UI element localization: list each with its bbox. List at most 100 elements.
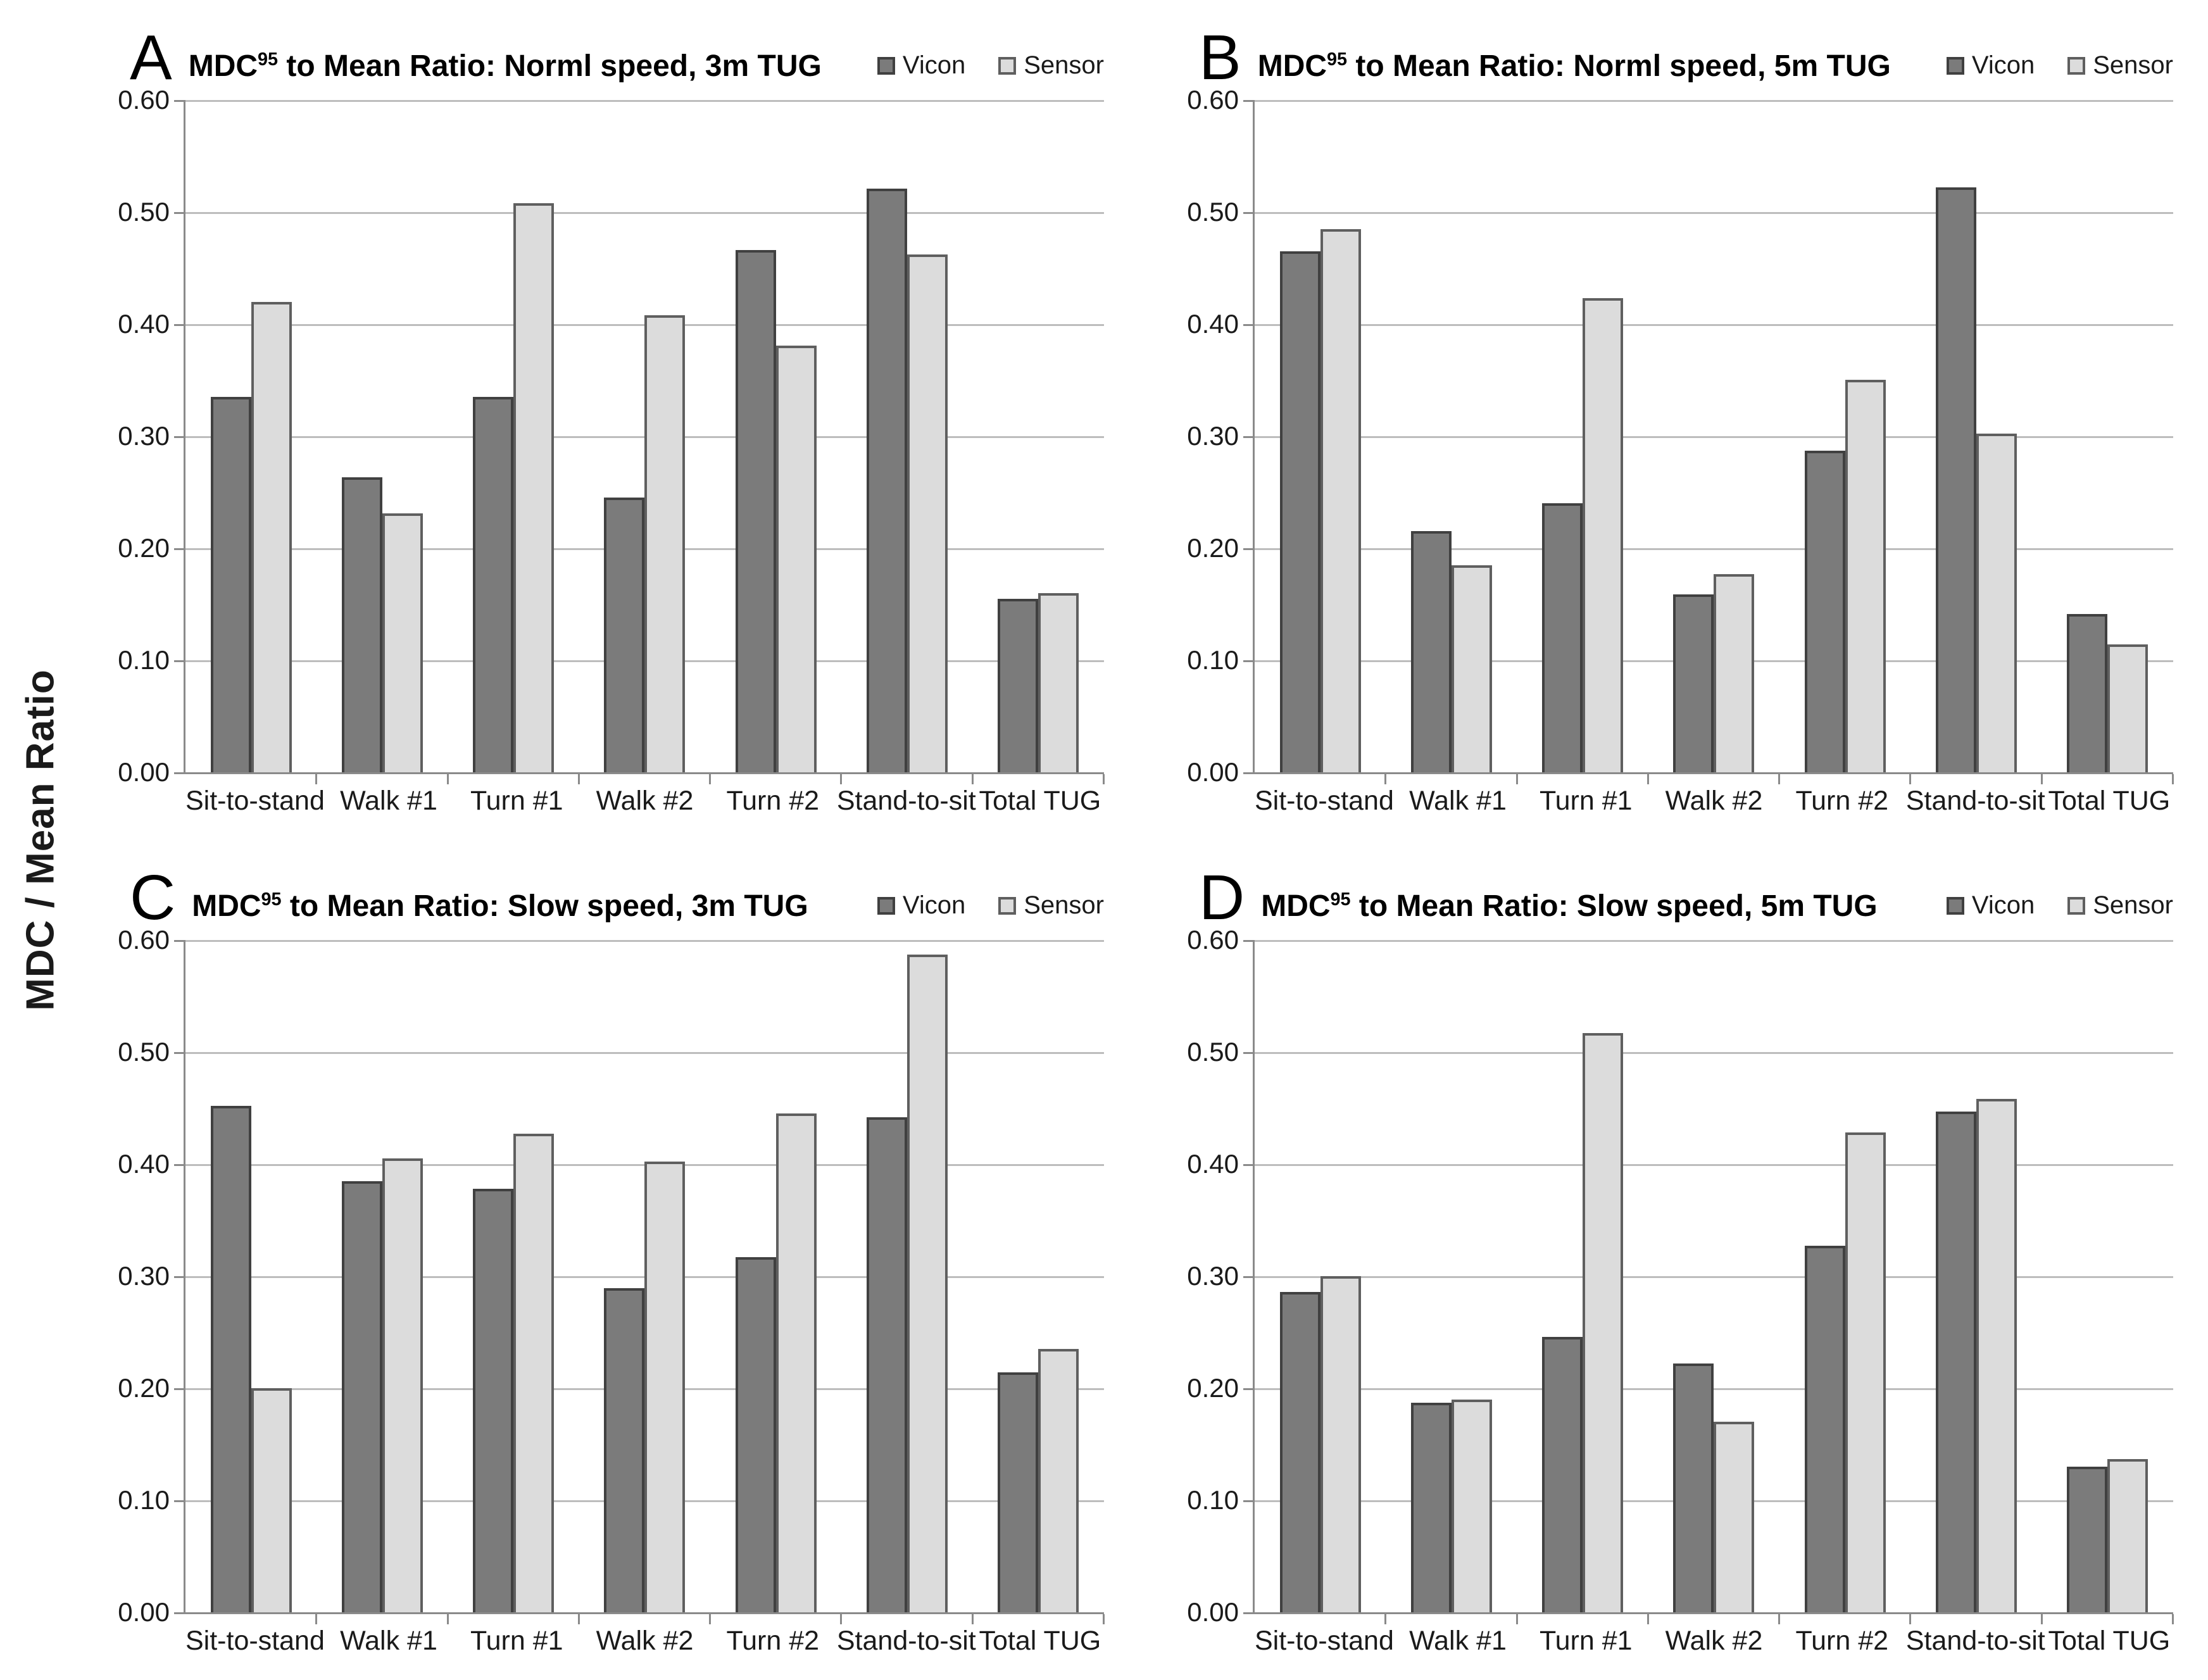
plot: 0.60 0.50 0.40 0.30 0.20 0.10 0.00 Sit-to-stan… xyxy=(89,85,1105,817)
plot-area xyxy=(1243,940,2174,1624)
x-tick-label-walk-2: Walk #2 xyxy=(1665,1626,1763,1656)
plot-body: Sit-to-stand Walk #1 Turn #1 Walk #2 Turn #2… xyxy=(174,940,1105,1657)
bar-sensor-stand-to-sit xyxy=(1976,1099,2017,1612)
category-slot-turn-1 xyxy=(448,100,579,772)
bar-vicon-turn-1 xyxy=(1542,503,1583,772)
x-tick-mark-2 xyxy=(446,774,449,784)
bar-vicon-turn-1 xyxy=(473,397,514,772)
x-tick-label-turn-2: Turn #2 xyxy=(1795,786,1889,816)
legend-item-vicon: Vicon xyxy=(1946,51,2035,80)
y-tick-label-0.40: 0.40 xyxy=(118,309,170,339)
plot: 0.60 0.50 0.40 0.30 0.20 0.10 0.00 Sit-to-stan… xyxy=(1158,925,2174,1657)
y-tick-mark-0.20 xyxy=(1243,1388,1255,1390)
category-slot-walk-2 xyxy=(1648,100,1779,772)
bar-vicon-walk-2 xyxy=(604,498,645,772)
bar-vicon-stand-to-sit xyxy=(867,189,908,772)
bar-sensor-total-tug xyxy=(1038,593,1079,772)
x-tick-label-turn-1: Turn #1 xyxy=(470,1626,563,1656)
x-tick-mark-7 xyxy=(1103,774,1105,784)
gridline-0.20 xyxy=(1255,548,2173,550)
vicon-swatch-icon xyxy=(1946,896,1964,915)
y-tick-mark-0.50 xyxy=(1243,1052,1255,1054)
x-tick-mark-1 xyxy=(315,774,318,784)
x-tick-label-stand-to-sit: Stand-to-sit xyxy=(1905,786,2045,816)
sensor-swatch-icon xyxy=(2067,56,2086,75)
bar-vicon-turn-1 xyxy=(473,1189,514,1612)
panel-header: A MDC95 to Mean Ratio: Norml speed, 3m T… xyxy=(130,9,1104,89)
legend: Vicon Sensor xyxy=(1946,891,2173,924)
title-superscript: 95 xyxy=(1327,49,1348,70)
x-tick-label-turn-2: Turn #2 xyxy=(1795,1626,1889,1656)
x-tick-label-walk-1: Walk #1 xyxy=(1409,1626,1507,1656)
bar-vicon-stand-to-sit xyxy=(867,1117,908,1612)
x-tick-label-turn-2: Turn #2 xyxy=(726,1626,820,1656)
y-tick-mark-0.60 xyxy=(174,940,185,942)
gridline-0.30 xyxy=(1255,436,2173,438)
bar-vicon-sit-to-stand xyxy=(1279,1292,1320,1612)
panel-letter: D xyxy=(1199,862,1245,933)
bar-sensor-walk-1 xyxy=(1451,565,1492,772)
y-tick-mark-0.40 xyxy=(1243,1164,1255,1166)
legend-item-sensor: Sensor xyxy=(998,891,1104,920)
y-tick-label-0.40: 0.40 xyxy=(118,1149,170,1179)
bar-sensor-walk-1 xyxy=(382,513,423,772)
y-tick-mark-0.40 xyxy=(174,1164,185,1166)
gridline-0.60 xyxy=(185,100,1104,102)
panel-letter: C xyxy=(130,862,176,933)
bar-sensor-walk-1 xyxy=(382,1158,423,1612)
category-slot-turn-1 xyxy=(1517,100,1648,772)
bar-sensor-turn-1 xyxy=(1583,298,1624,772)
bar-sensor-stand-to-sit xyxy=(1976,434,2017,772)
gridline-0.40 xyxy=(1255,324,2173,326)
category-slot-walk-1 xyxy=(1386,100,1517,772)
category-slot-stand-to-sit xyxy=(1910,940,2042,1612)
bar-sensor-walk-1 xyxy=(1451,1400,1492,1612)
x-tick-label-walk-1: Walk #1 xyxy=(340,786,437,816)
y-tick-label-0.20: 0.20 xyxy=(118,1373,170,1403)
y-axis-title: MDC / Mean Ratio xyxy=(18,669,63,1011)
chart-panel-b: B MDC95 to Mean Ratio: Norml speed, 5m T… xyxy=(1139,0,2208,840)
y-tick-mark-0.40 xyxy=(1243,324,1255,326)
y-tick-mark-0.10 xyxy=(1243,1500,1255,1502)
legend-item-sensor: Sensor xyxy=(998,51,1104,80)
y-tick-mark-0.00 xyxy=(1243,772,1255,774)
y-tick-mark-0.30 xyxy=(1243,1276,1255,1278)
y-tick-label-0.40: 0.40 xyxy=(1187,1149,1239,1179)
legend-item-sensor: Sensor xyxy=(2067,51,2173,80)
bar-sensor-turn-1 xyxy=(513,203,555,772)
x-axis-labels: Sit-to-stand Walk #1 Turn #1 Walk #2 Turn #2… xyxy=(185,1626,1104,1657)
bar-vicon-sit-to-stand xyxy=(210,397,251,772)
y-tick-label-0.20: 0.20 xyxy=(1187,1373,1239,1403)
y-tick-label-0.30: 0.30 xyxy=(118,1261,170,1291)
chart-title: MDC95 to Mean Ratio: Slow speed, 5m TUG xyxy=(1261,889,1877,924)
y-tick-label-0.00: 0.00 xyxy=(1187,757,1239,787)
title-rest: to Mean Ratio: Slow speed, 5m TUG xyxy=(1350,889,1878,923)
gridline-0.20 xyxy=(1255,1388,2173,1390)
category-slot-turn-2 xyxy=(1779,940,1910,1612)
panel-header: D MDC95 to Mean Ratio: Slow speed, 5m TU… xyxy=(1199,849,2173,933)
gridline-0.30 xyxy=(1255,1276,2173,1278)
legend: Vicon Sensor xyxy=(1946,51,2173,84)
title-base: MDC xyxy=(1257,49,1327,83)
category-slot-total-tug xyxy=(2042,940,2173,1612)
bar-vicon-turn-2 xyxy=(1804,1246,1845,1612)
x-tick-mark-2 xyxy=(1515,774,1518,784)
x-tick-mark-3 xyxy=(1647,774,1649,784)
category-slot-total-tug xyxy=(973,940,1104,1612)
legend-sensor-label: Sensor xyxy=(2093,891,2173,919)
y-tick-label-0.10: 0.10 xyxy=(1187,1485,1239,1515)
x-tick-mark-6 xyxy=(2040,1614,2043,1624)
bars-layer xyxy=(185,100,1104,772)
x-tick-mark-3 xyxy=(577,1614,580,1624)
x-tick-mark-4 xyxy=(709,774,712,784)
bar-sensor-sit-to-stand xyxy=(251,1388,292,1612)
category-slot-walk-1 xyxy=(1386,940,1517,1612)
title-base: MDC xyxy=(1261,889,1331,923)
gridline-0.60 xyxy=(185,940,1104,942)
x-tick-label-stand-to-sit: Stand-to-sit xyxy=(836,786,976,816)
y-tick-label-0.10: 0.10 xyxy=(118,1485,170,1515)
y-tick-label-0.10: 0.10 xyxy=(118,645,170,675)
legend-sensor-label: Sensor xyxy=(1024,891,1104,919)
plot-area xyxy=(174,100,1105,784)
y-tick-label-0.50: 0.50 xyxy=(118,1037,170,1067)
